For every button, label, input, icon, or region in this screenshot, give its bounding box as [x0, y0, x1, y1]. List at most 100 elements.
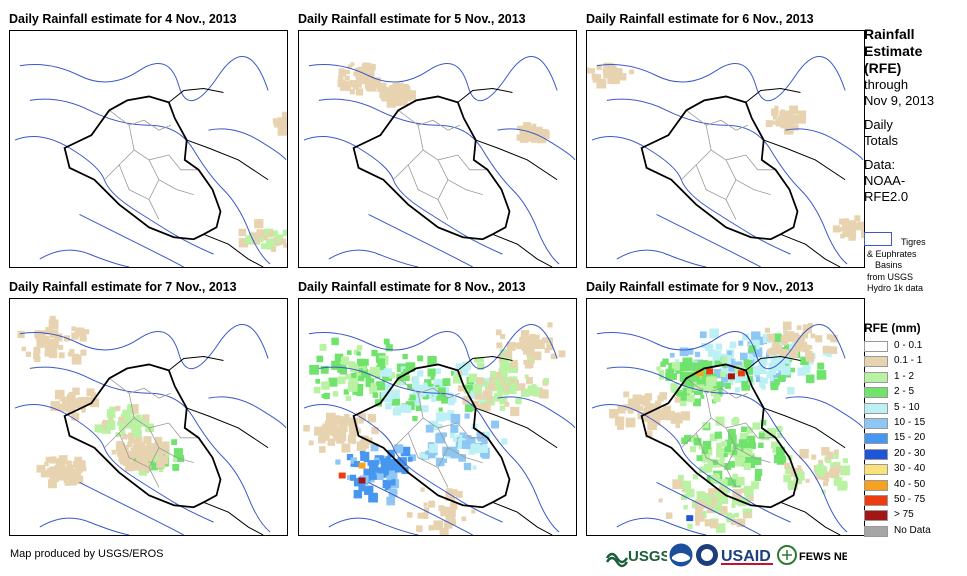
admin-boundary	[745, 422, 776, 439]
rainfall-cell	[428, 524, 435, 531]
rainfall-cell	[491, 420, 500, 429]
rainfall-cell	[282, 111, 287, 117]
basin-legend-line: Basins	[875, 260, 903, 270]
rainfall-cell	[775, 119, 782, 126]
rainfall-cell	[736, 518, 746, 528]
rainfall-cell	[371, 78, 381, 88]
rainfall-cell	[840, 465, 851, 476]
rainfall-cell	[751, 481, 759, 490]
rainfall-cell	[810, 333, 816, 339]
rainfall-cell	[494, 393, 503, 402]
rainfall-cell	[363, 468, 373, 479]
rainfall-cell	[824, 471, 831, 478]
rainfall-cell	[402, 353, 408, 360]
rainfall-cell	[250, 235, 260, 245]
rainfall-cell	[543, 377, 549, 384]
rainfall-cell	[713, 491, 721, 499]
rainfall-cell	[172, 455, 180, 463]
rainfall-cell	[679, 399, 687, 407]
admin-boundary	[437, 447, 449, 488]
neighbor-border	[745, 356, 846, 535]
basin-river-line	[596, 324, 846, 370]
admin-boundary	[398, 378, 460, 399]
rainfall-cell	[735, 495, 741, 502]
country-border	[63, 95, 222, 241]
rainfall-cell	[283, 242, 287, 248]
rainfall-cell	[55, 464, 64, 473]
rainfall-cell	[412, 415, 418, 422]
fews-net-logo-mark: FEWS NET	[777, 545, 847, 565]
rainfall-cell	[50, 401, 61, 411]
rainfall-cell	[632, 394, 642, 403]
rainfall-cell	[768, 367, 777, 376]
rainfall-cell	[318, 435, 326, 444]
rainfall-cell	[406, 512, 413, 518]
rainfall-cell	[479, 445, 488, 453]
rainfall-cell	[148, 460, 159, 471]
rainfall-cell	[656, 366, 661, 371]
basin-legend-line: Hydro 1k data	[867, 283, 924, 293]
rainfall-cell	[86, 388, 95, 397]
rainfall-cell	[815, 335, 823, 343]
rainfall-cell	[55, 334, 62, 341]
rainfall-cell	[671, 362, 680, 371]
rainfall-cell	[379, 467, 386, 474]
rainfall-cell	[50, 466, 55, 471]
rainfall-cell	[714, 360, 721, 367]
rainfall-cell	[783, 474, 792, 483]
rainfall-cell	[417, 512, 424, 519]
rainfall-cell	[746, 436, 751, 441]
rainfall-cell	[412, 375, 420, 383]
rainfall-cell	[708, 497, 717, 506]
map-credit: Map produced by USGS/EROS	[10, 548, 164, 560]
rainfall-cell	[761, 377, 768, 384]
rainfall-cell	[321, 393, 326, 399]
rainfall-cell	[525, 122, 532, 129]
rainfall-cell	[797, 340, 803, 346]
admin-boundary	[407, 432, 439, 468]
rainfall-cell	[109, 406, 114, 411]
rainfall-cell	[795, 471, 805, 481]
rainfall-cell	[473, 385, 482, 394]
rainfall-cell	[788, 114, 798, 125]
rainfall-cell	[409, 394, 416, 401]
rainfall-hotspot	[686, 515, 694, 522]
rainfall-cell	[320, 365, 329, 374]
rainfall-cell	[435, 412, 446, 422]
rainfall-cell	[818, 467, 825, 474]
rainfall-cell	[327, 438, 336, 446]
rainfall-cell	[794, 344, 802, 352]
rainfall-cell	[505, 350, 512, 358]
rainfall-cell	[390, 389, 400, 399]
legend-item: 15 - 20	[864, 431, 964, 446]
rainfall-cell	[359, 358, 366, 365]
rainfall-cell	[367, 414, 377, 423]
rainfall-cell	[48, 479, 57, 489]
rainfall-cell	[354, 80, 362, 88]
rainfall-cell	[370, 443, 379, 452]
rainfall-cell	[749, 442, 756, 450]
rainfall-cell	[442, 378, 451, 387]
rainfall-cell	[335, 459, 341, 465]
basin-river-line	[303, 136, 503, 255]
rainfall-cell	[691, 369, 701, 380]
rainfall-cell	[64, 479, 71, 486]
rainfall-cell	[473, 446, 481, 454]
rainfall-cell	[49, 472, 59, 483]
rainfall-cell	[337, 363, 347, 373]
rainfall-cell	[150, 443, 158, 450]
rainfall-cell	[134, 448, 143, 457]
rainfall-cell	[743, 448, 753, 457]
rainfall-hotspot	[727, 373, 735, 380]
rfe-title-line: (RFE)	[864, 60, 902, 76]
rainfall-cell	[273, 120, 281, 128]
rainfall-cell	[383, 338, 390, 345]
rainfall-cell	[721, 374, 730, 383]
rainfall-cell	[353, 489, 363, 499]
basin-river-line	[497, 396, 576, 429]
rainfall-cell	[603, 72, 610, 79]
rainfall-cell	[316, 355, 324, 363]
rainfall-cell	[403, 90, 413, 99]
rainfall-cell	[449, 432, 456, 439]
legend-item: No Data	[864, 524, 964, 539]
